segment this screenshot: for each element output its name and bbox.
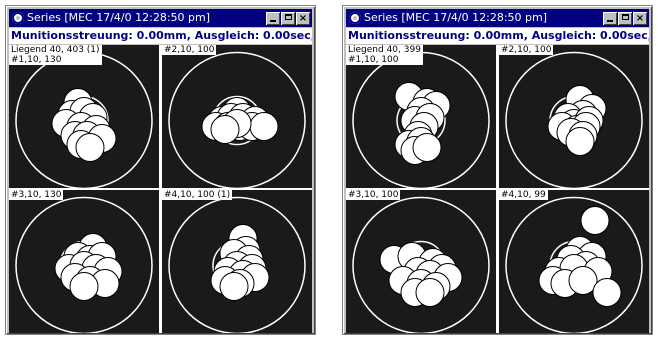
window-title: Series [MEC 17/4/0 12:28:50 pm] — [364, 11, 548, 24]
maximize-button[interactable] — [618, 11, 632, 25]
panel-label: Liegend 40, 403 (1) #1,10, 130 — [9, 45, 102, 65]
shot-hole — [249, 112, 279, 141]
title-bar[interactable]: Series [MEC 17/4/0 12:28:50 pm] × — [346, 9, 649, 27]
target-panel-3: #3,10, 130 — [9, 190, 159, 333]
outer-ring — [352, 196, 490, 333]
series-window-right[interactable]: Series [MEC 17/4/0 12:28:50 pm] × Muniti… — [342, 5, 653, 335]
target-panel-4: #4,10, 100 (1) — [162, 190, 312, 333]
shot-hole — [69, 272, 99, 301]
close-button[interactable]: × — [296, 11, 310, 25]
shot-hole — [75, 133, 105, 162]
shot-hole — [412, 133, 442, 162]
target-panel-1: Liegend 40, 399 #1,10, 100 — [346, 45, 496, 188]
panel-label: #3,10, 100 — [346, 190, 401, 200]
shot-hole — [219, 272, 249, 301]
panel-label: #2,10, 100 — [499, 45, 554, 55]
panel-label: #3,10, 130 — [9, 190, 64, 200]
target-graphic — [505, 196, 643, 333]
title-bar[interactable]: Series [MEC 17/4/0 12:28:50 pm] × — [9, 9, 312, 27]
target-panel-3: #3,10, 100 — [346, 190, 496, 333]
series-window-left[interactable]: Series [MEC 17/4/0 12:28:50 pm] × Muniti… — [5, 5, 316, 335]
shot-hole — [592, 278, 622, 307]
target-panel-1: Liegend 40, 403 (1) #1,10, 130 — [9, 45, 159, 188]
shot-hole — [580, 206, 610, 235]
status-line: Munitionsstreuung: 0.00mm, Ausgleich: 0.… — [346, 28, 649, 44]
app-icon[interactable] — [12, 12, 24, 24]
panel-label: Liegend 40, 399 #1,10, 100 — [346, 45, 423, 65]
target-graphic — [352, 196, 490, 333]
outer-ring — [168, 51, 306, 188]
target-graphic — [505, 51, 643, 188]
panel-label: #2,10, 100 — [162, 45, 217, 55]
app-icon[interactable] — [349, 12, 361, 24]
target-panels: Liegend 40, 403 (1) #1,10, 130 #2,10, 100… — [9, 45, 312, 333]
target-panel-4: #4,10, 99 — [499, 190, 649, 333]
target-panels: Liegend 40, 399 #1,10, 100 #2,10, 100 #3,1… — [346, 45, 649, 333]
outer-ring — [505, 196, 643, 333]
minimize-button[interactable] — [603, 11, 617, 25]
window-title: Series [MEC 17/4/0 12:28:50 pm] — [27, 11, 211, 24]
outer-ring — [15, 196, 153, 333]
target-graphic — [168, 196, 306, 333]
shot-hole — [210, 115, 240, 144]
maximize-button[interactable] — [281, 11, 295, 25]
shot-hole — [568, 266, 598, 295]
target-graphic — [15, 51, 153, 188]
target-graphic — [352, 51, 490, 188]
close-button[interactable]: × — [633, 11, 647, 25]
status-line: Munitionsstreuung: 0.00mm, Ausgleich: 0.… — [9, 28, 312, 44]
panel-label: #4,10, 100 (1) — [162, 190, 233, 200]
target-graphic — [15, 196, 153, 333]
minimize-button[interactable] — [266, 11, 280, 25]
outer-ring — [168, 196, 306, 333]
target-panel-2: #2,10, 100 — [162, 45, 312, 188]
outer-ring — [505, 51, 643, 188]
panel-label: #4,10, 99 — [499, 190, 548, 200]
shot-hole — [415, 278, 445, 307]
target-panel-2: #2,10, 100 — [499, 45, 649, 188]
target-graphic — [168, 51, 306, 188]
shot-hole — [565, 127, 595, 156]
